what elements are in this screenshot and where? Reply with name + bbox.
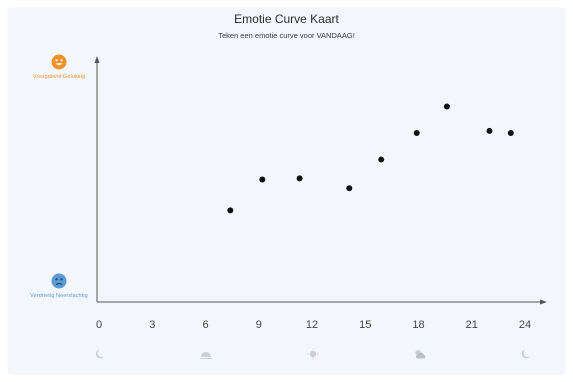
x-tick-label: 18 — [412, 319, 424, 331]
happy-face-icon — [51, 54, 67, 70]
x-tick-label: 21 — [466, 319, 478, 331]
x-tick-label: 0 — [96, 319, 102, 331]
chart-title: Emotie Curve Kaart — [234, 12, 339, 26]
x-tick-label: 15 — [359, 319, 371, 331]
x-tick-label: 3 — [149, 319, 155, 331]
data-point — [486, 127, 493, 134]
sad-label: Verdrietig Neerslachtig — [30, 293, 88, 299]
moon-icon — [521, 349, 530, 359]
sunrise-icon — [200, 352, 212, 359]
happy-label: Vreugdevol Gelukkig — [32, 74, 86, 80]
sad-emotion-marker: Verdrietig Neerslachtig — [24, 273, 94, 299]
sun-icon — [307, 348, 319, 360]
data-point — [507, 130, 514, 137]
chart-subtitle: Teken een emotie curve voor VANDAAG! — [218, 31, 355, 40]
data-point — [259, 176, 266, 183]
cloud-sun-icon — [415, 349, 426, 359]
x-tick-label: 6 — [202, 319, 208, 331]
sad-face-icon — [51, 273, 67, 289]
data-point — [346, 185, 353, 192]
x-axis-arrow — [540, 299, 547, 305]
chart-card — [8, 8, 565, 374]
data-points — [227, 103, 514, 214]
happy-emotion-marker: Vreugdevol Gelukkig — [24, 54, 94, 80]
x-tick-labels: 0 3 6 9 12 15 18 21 24 — [96, 319, 531, 331]
x-tick-label: 9 — [256, 319, 262, 331]
data-point — [227, 207, 234, 214]
data-point — [296, 175, 303, 182]
data-point — [413, 130, 420, 137]
data-point — [443, 103, 450, 110]
x-tick-label: 12 — [306, 319, 318, 331]
data-point — [378, 156, 385, 163]
moon-icon — [95, 349, 104, 359]
y-axis-arrow — [94, 56, 100, 63]
x-tick-label: 24 — [519, 319, 531, 331]
